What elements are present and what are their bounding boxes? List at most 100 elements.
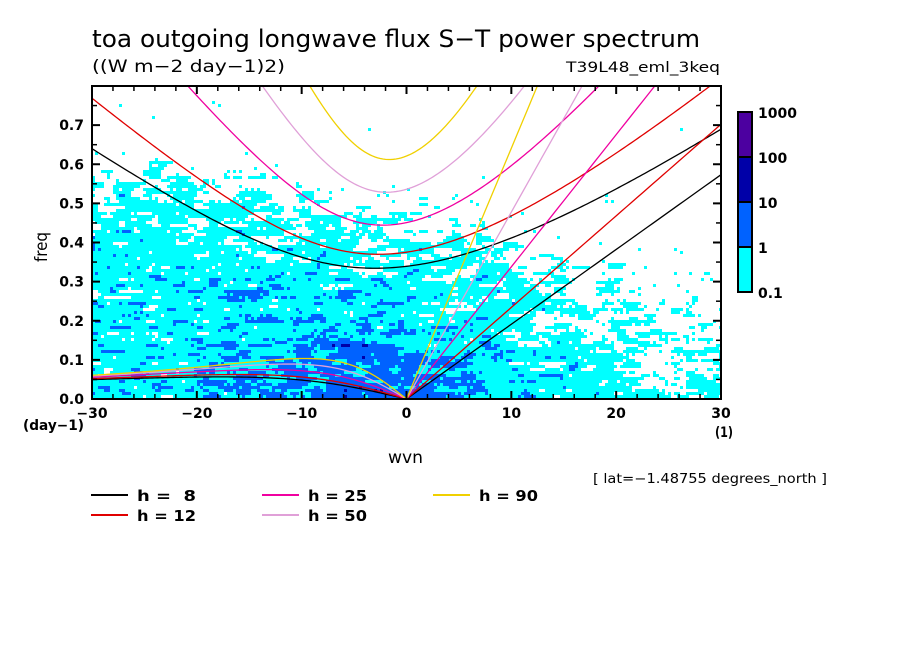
contour-fill-1-to-10	[482, 275, 488, 278]
contour-fill-0.1-to-1	[482, 371, 626, 374]
contour-fill-0.1-to-1	[245, 245, 272, 248]
contour-fill-0.1-to-1	[437, 344, 482, 347]
contour-fill-1-to-10	[329, 353, 371, 356]
contour-fill-0.1-to-1	[131, 314, 146, 317]
contour-fill-0.1-to-1	[554, 317, 557, 320]
contour-fill-0.1-to-1	[713, 362, 721, 365]
contour-fill-1-to-10	[236, 374, 257, 377]
contour-fill-0.1-to-1	[158, 335, 239, 338]
contour-fill-0.1-to-1	[245, 380, 251, 383]
contour-fill-1-to-10	[467, 350, 470, 353]
contour-fill-0.1-to-1	[512, 359, 584, 362]
contour-fill-0.1-to-1	[398, 350, 416, 353]
contour-fill-0.1-to-1	[461, 392, 464, 395]
contour-fill-0.1-to-1	[92, 371, 104, 374]
contour-fill-0.1-to-1	[701, 278, 704, 281]
contour-fill-1-to-10	[500, 350, 503, 353]
inertia-gravity-n1-curve-h50	[261, 86, 526, 193]
contour-fill-0.1-to-1	[209, 251, 221, 254]
contour-fill-0.1-to-1	[230, 293, 233, 296]
contour-fill-0.1-to-1	[353, 314, 368, 317]
contour-fill-0.1-to-1	[458, 326, 533, 329]
contour-fill-0.1-to-1	[131, 296, 152, 299]
contour-fill-1-to-10	[308, 278, 311, 281]
contour-fill-1-to-10	[374, 353, 398, 356]
contour-fill-1-to-10	[134, 311, 137, 314]
contour-fill-0.1-to-1	[437, 242, 464, 245]
contour-fill-0.1-to-1	[374, 329, 389, 332]
contour-fill-0.1-to-1	[596, 281, 620, 284]
contour-fill-0.1-to-1	[287, 218, 299, 221]
contour-fill-1-to-10	[293, 344, 308, 347]
contour-fill-0.1-to-1	[551, 341, 557, 344]
contour-fill-0.1-to-1	[635, 323, 641, 326]
contour-fill-0.1-to-1	[323, 314, 350, 317]
contour-fill-0.1-to-1	[419, 203, 428, 206]
contour-fill-1-to-10	[227, 371, 230, 374]
contour-fill-0.1-to-1	[470, 200, 473, 203]
contour-fill-1-to-10	[191, 266, 194, 269]
contour-fill-1-to-10	[317, 266, 320, 269]
contour-fill-0.1-to-1	[377, 272, 383, 275]
contour-fill-1-to-10	[509, 380, 515, 383]
contour-fill-1-to-10	[347, 395, 365, 398]
contour-fill-0.1-to-1	[125, 221, 146, 224]
contour-fill-1-to-10	[197, 371, 206, 374]
contour-fill-0.1-to-1	[269, 293, 323, 296]
contour-fill-0.1-to-1	[245, 233, 284, 236]
contour-fill-0.1-to-1	[131, 272, 161, 275]
contour-fill-0.1-to-1	[470, 386, 473, 389]
contour-fill-0.1-to-1	[221, 353, 236, 356]
contour-fill-0.1-to-1	[614, 311, 617, 314]
contour-fill-1-to-10	[260, 356, 284, 359]
contour-fill-1-to-10	[350, 335, 353, 338]
contour-fill-0.1-to-1	[209, 200, 215, 203]
contour-fill-0.1-to-1	[167, 176, 191, 179]
contour-fill-0.1-to-1	[503, 284, 524, 287]
contour-fill-0.1-to-1	[176, 173, 179, 176]
contour-fill-0.1-to-1	[143, 188, 161, 191]
contour-fill-0.1-to-1	[314, 320, 320, 323]
contour-fill-0.1-to-1	[107, 200, 110, 203]
contour-fill-1-to-10	[257, 266, 260, 269]
contour-fill-0.1-to-1	[101, 362, 140, 365]
contour-fill-0.1-to-1	[239, 254, 254, 257]
contour-fill-0.1-to-1	[239, 197, 245, 200]
contour-fill-1-to-10	[98, 344, 104, 347]
contour-fill-1-to-10	[347, 359, 374, 362]
contour-fill-0.1-to-1	[365, 395, 368, 398]
contour-fill-0.1-to-1	[188, 224, 197, 227]
contour-fill-0.1-to-1	[545, 308, 587, 311]
contour-fill-0.1-to-1	[503, 281, 530, 284]
contour-fill-1-to-10	[314, 350, 317, 353]
contour-fill-0.1-to-1	[560, 341, 569, 344]
contour-fill-1-to-10	[113, 320, 116, 323]
contour-fill-0.1-to-1	[587, 359, 623, 362]
contour-fill-0.1-to-1	[206, 347, 224, 350]
contour-fill-0.1-to-1	[638, 344, 662, 347]
contour-fill-0.1-to-1	[575, 329, 581, 332]
contour-fill-1-to-10	[191, 386, 194, 389]
contour-fill-0.1-to-1	[626, 311, 629, 314]
contour-fill-1-to-10	[464, 320, 467, 323]
contour-fill-1-to-10	[326, 380, 365, 383]
contour-fill-0.1-to-1	[689, 377, 707, 380]
contour-fill-0.1-to-1	[161, 389, 185, 392]
contour-fill-0.1-to-1	[296, 224, 302, 227]
contour-fill-0.1-to-1	[389, 242, 431, 245]
contour-fill-0.1-to-1	[323, 221, 341, 224]
contour-fill-1-to-10	[524, 395, 536, 398]
contour-fill-1-to-10	[329, 296, 332, 299]
contour-fill-0.1-to-1	[248, 269, 353, 272]
contour-fill-1-to-10	[350, 320, 356, 323]
contour-fill-1-to-10	[92, 368, 95, 371]
y-axis-unit: (day−1)	[23, 418, 84, 434]
contour-fill-0.1-to-1	[326, 293, 338, 296]
contour-fill-0.1-to-1	[602, 323, 605, 326]
contour-fill-1-to-10	[227, 293, 230, 296]
contour-fill-0.1-to-1	[293, 359, 299, 362]
contour-fill-0.1-to-1	[95, 248, 98, 251]
contour-fill-0.1-to-1	[653, 386, 656, 389]
contour-fill-0.1-to-1	[590, 332, 593, 335]
contour-fill-0.1-to-1	[599, 290, 620, 293]
